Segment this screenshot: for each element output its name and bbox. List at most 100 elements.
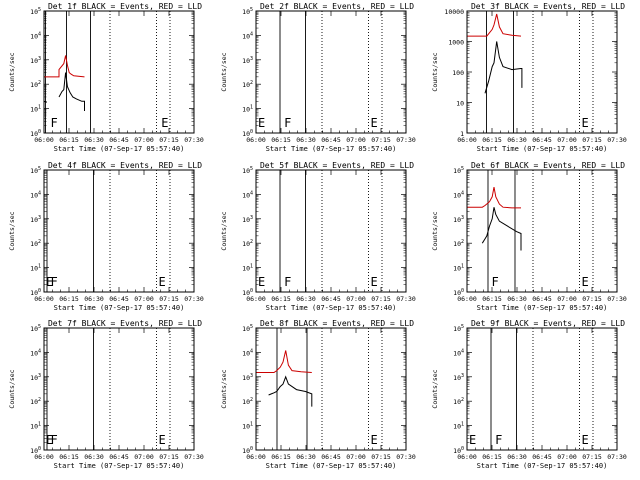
plot-frame [43,327,195,451]
y-tick-label: 102 [242,80,253,89]
x-tick-label: 06:30 [84,136,104,144]
y-tick-label: 102 [242,397,253,406]
x-tick-label: 06:00 [34,136,54,144]
y-tick-label: 100 [30,446,41,455]
x-tick-label: 06:30 [296,453,316,461]
y-tick-label: 101 [453,422,464,431]
x-tick-label: 06:15 [59,295,79,303]
x-tick-label: 06:00 [34,295,54,303]
x-tick-label: 07:00 [134,295,154,303]
y-tick-label: 100 [453,446,464,455]
y-tick-label: 101 [30,105,41,114]
panel-title: Det 6f BLACK = Events, RED = LLD [471,161,625,170]
y-tick-label: 101 [242,264,253,273]
x-axis-label: Start Time (07-Sep-17 05:57:40) [266,145,397,153]
x-tick-label: 07:30 [396,136,416,144]
x-tick-label: 06:45 [532,295,552,303]
x-tick-label: 07:00 [557,453,577,461]
y-tick-label: 103 [30,215,41,224]
y-tick-label: 104 [453,190,464,199]
x-tick-label: 06:45 [321,136,341,144]
x-tick-label: 06:30 [84,453,104,461]
y-tick-label: 103 [242,373,253,382]
x-tick-label: 07:15 [159,136,179,144]
y-tick-label: 100 [242,288,253,297]
y-tick-label: 100 [242,129,253,138]
y-tick-label: 100 [30,129,41,138]
x-tick-label: 07:00 [346,453,366,461]
panel-det-5: Det 5f BLACK = Events, RED = LLD 06:00 06:… [220,161,416,312]
x-tick-label: 06:00 [457,136,477,144]
x-tick-label: 06:45 [321,453,341,461]
x-axis-label: Start Time (07-Sep-17 05:57:40) [54,462,185,470]
y-tick-label: 102 [453,397,464,406]
marker-label-e: E [46,433,53,447]
x-tick-label: 06:00 [246,453,266,461]
x-tick-label: 06:00 [34,453,54,461]
x-tick-label: 06:30 [296,295,316,303]
x-tick-label: 06:15 [482,136,502,144]
plot-frame [466,169,618,293]
x-tick-label: 06:00 [457,453,477,461]
y-tick-label: 105 [242,166,253,175]
y-tick-label: 104 [242,190,253,199]
x-tick-label: 06:15 [482,295,502,303]
marker-label-f: F [491,275,498,289]
panel-det-3: Det 3f BLACK = Events, RED = LLD 06:00 06:… [431,2,627,153]
y-tick-label: 102 [242,239,253,248]
x-tick-label: 07:15 [371,295,391,303]
x-axis-label: Start Time (07-Sep-17 05:57:40) [477,304,608,312]
x-tick-label: 07:00 [346,136,366,144]
y-tick-label: 103 [453,373,464,382]
y-tick-label: 105 [242,324,253,333]
x-tick-label: 06:00 [246,136,266,144]
y-tick-label: 101 [453,264,464,273]
x-tick-label: 07:15 [159,453,179,461]
y-tick-label: 103 [30,56,41,65]
y-axis-label: Counts/sec [8,52,16,91]
y-tick-label: 1 [460,130,464,138]
y-tick-label: 103 [30,373,41,382]
y-tick-label: 10 [456,100,464,108]
marker-label-f: F [50,433,57,447]
panel-det-2: Det 2f BLACK = Events, RED = LLD 06:00 06:… [220,2,416,153]
plot-frame [466,10,618,134]
x-tick-label: 06:30 [507,136,527,144]
marker-label-f: F [284,116,291,130]
x-tick-label: 07:15 [371,453,391,461]
x-tick-label: 06:30 [296,136,316,144]
x-tick-label: 07:30 [184,295,204,303]
x-tick-label: 06:00 [457,295,477,303]
y-tick-label: 100 [242,446,253,455]
x-tick-label: 06:15 [271,295,291,303]
marker-label-f: F [50,116,57,130]
lld-series-line [467,13,522,37]
y-tick-label: 104 [30,190,41,199]
x-tick-label: 06:15 [271,453,291,461]
y-tick-label: 105 [30,7,41,16]
lld-series-line [467,187,521,209]
marker-label-e: E [161,116,168,130]
y-tick-label: 104 [30,348,41,357]
marker-label-f: F [50,275,57,289]
y-tick-label: 101 [242,105,253,114]
x-tick-label: 07:30 [184,136,204,144]
y-axis-label: Counts/sec [220,211,228,250]
marker-label-e: E [581,433,588,447]
marker-label-e: E [158,275,165,289]
plot-frame [43,10,195,134]
plot-frame [255,10,407,134]
lld-series-line [44,55,85,78]
panel-title: Det 1f BLACK = Events, RED = LLD [48,2,202,11]
panel-det-8: Det 8f BLACK = Events, RED = LLD 06:00 06:… [220,319,416,470]
events-series-line [481,207,522,251]
y-tick-label: 101 [30,264,41,273]
x-tick-label: 06:45 [532,136,552,144]
y-tick-label: 105 [30,166,41,175]
x-axis-label: Start Time (07-Sep-17 05:57:40) [266,462,397,470]
y-tick-label: 105 [453,166,464,175]
y-tick-label: 104 [453,348,464,357]
x-tick-label: 06:15 [271,136,291,144]
panel-title: Det 5f BLACK = Events, RED = LLD [260,161,414,170]
y-tick-label: 101 [242,422,253,431]
